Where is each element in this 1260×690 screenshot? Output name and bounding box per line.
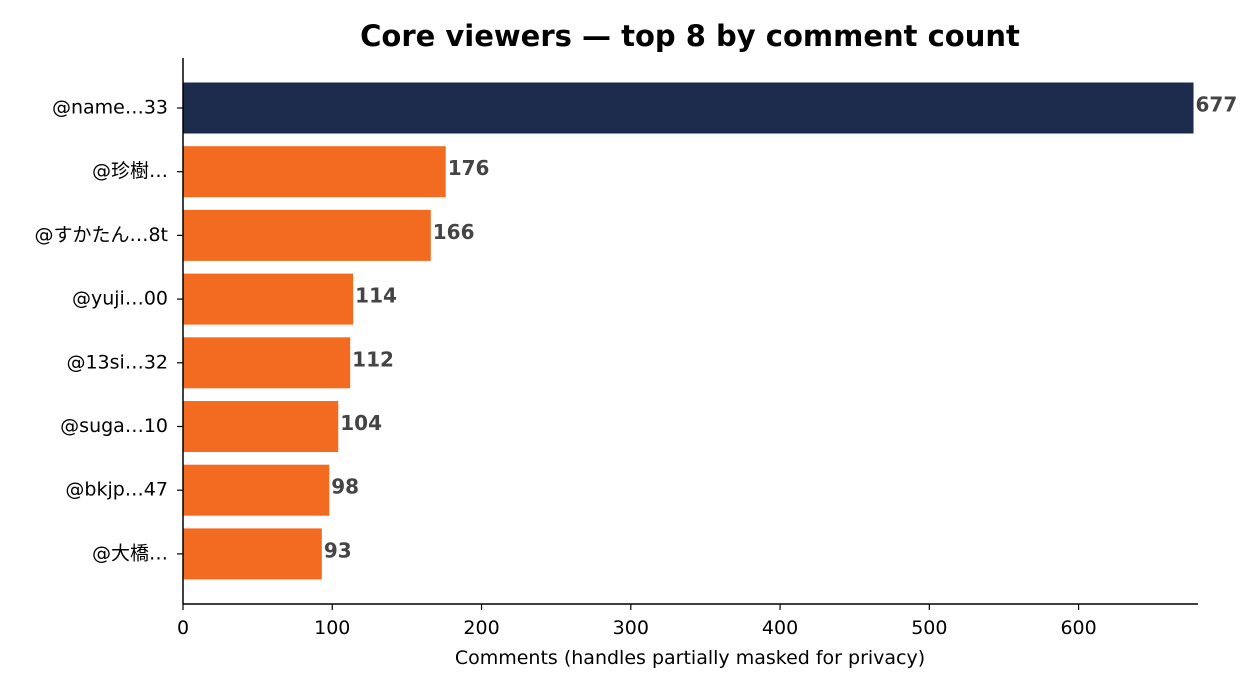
category-label: @すかたん…8t	[34, 224, 168, 246]
x-tick-label: 400	[762, 617, 798, 639]
bar	[183, 337, 351, 389]
bar	[183, 401, 339, 452]
bar	[183, 82, 1194, 134]
category-label: @suga…10	[60, 415, 168, 437]
bars-group	[183, 82, 1194, 580]
x-tick-label: 600	[1060, 617, 1096, 639]
bar	[183, 146, 446, 198]
category-label: @13si…32	[66, 351, 168, 373]
category-label: @name…33	[52, 97, 168, 119]
value-labels-group: 677 176 166 114 112 104 98 93	[324, 93, 1237, 563]
x-tick-label: 200	[463, 617, 499, 639]
bar	[183, 528, 322, 580]
category-label: @珍樹…	[92, 160, 168, 182]
x-tick-label: 0	[177, 617, 189, 639]
value-label: 93	[324, 538, 352, 562]
value-label: 104	[340, 411, 382, 435]
value-label: 114	[355, 284, 397, 308]
category-label: @yuji…00	[72, 288, 168, 310]
chart-title: Core viewers — top 8 by comment count	[360, 19, 1020, 53]
x-tick-label: 500	[911, 617, 947, 639]
category-label: @bkjp…47	[65, 479, 168, 501]
value-label: 176	[448, 156, 490, 180]
bar	[183, 464, 330, 516]
category-labels-group: @name…33 @珍樹… @すかたん…8t @yuji…00 @13si…32 @sug…	[34, 97, 168, 565]
value-label: 677	[1196, 93, 1238, 117]
x-axis-label: Comments (handles partially masked for p…	[455, 647, 925, 669]
category-label: @大橋…	[92, 542, 168, 564]
value-label: 112	[352, 347, 394, 371]
x-ticks-group: 0 100 200 300 400 500 600	[177, 107, 1097, 639]
x-tick-label: 300	[613, 617, 649, 639]
value-label: 98	[331, 475, 359, 499]
bar	[183, 273, 354, 325]
value-label: 166	[433, 220, 475, 244]
bar	[183, 209, 431, 261]
x-tick-label: 100	[314, 617, 350, 639]
